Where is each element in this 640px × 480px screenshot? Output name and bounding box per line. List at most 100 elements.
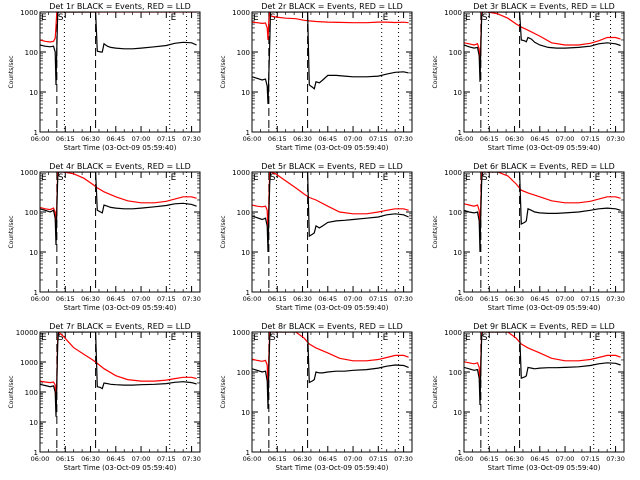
x-tick-label: 06:15 [56,455,75,463]
x-tick-label: 07:00 [132,295,151,303]
event-marker-label: E [465,173,471,183]
plot-frame [251,11,413,133]
event-marker-label: E [383,13,389,23]
x-tick-label: 07:30 [606,455,625,463]
panel-det-7: Det 7r BLACK = Events, RED = LLD Counts/s… [8,322,201,472]
x-tick-label: 06:15 [268,455,287,463]
plot-frame [39,11,201,133]
panel-title: Det 8r BLACK = Events, RED = LLD [261,322,403,331]
event-marker-label: E [41,333,47,343]
event-marker-label: E [171,173,177,183]
x-tick-label: 07:30 [394,135,413,143]
y-tick-label: 1 [246,129,250,137]
plot-frame [463,331,625,453]
event-marker-label: S [270,173,276,183]
y-axis-label: Counts/sec [8,375,15,408]
x-tick-label: 07:15 [581,455,600,463]
y-tick-label: 100 [449,369,462,377]
panel-title: Det 4r BLACK = Events, RED = LLD [49,162,191,171]
x-tick-label: 07:15 [157,135,176,143]
y-tick-label: 100 [25,49,38,57]
x-tick-label: 06:00 [243,135,262,143]
y-tick-label: 1 [34,449,38,457]
x-tick-label: 07:00 [556,295,575,303]
y-tick-label: 1 [246,289,250,297]
x-tick-label: 07:00 [344,135,363,143]
x-tick-label: 06:30 [293,135,312,143]
y-axis-label: Counts/sec [432,55,439,88]
series-line-events [40,172,197,246]
panel-det-3: Det 3r BLACK = Events, RED = LLD Counts/s… [432,2,625,152]
x-tick-label: 06:45 [318,295,337,303]
x-axis-label: Start Time (03-Oct-09 05:59:40) [276,144,389,152]
panel-title: Det 9r BLACK = Events, RED = LLD [473,322,615,331]
y-tick-label: 1 [34,289,38,297]
event-marker-label: S [270,333,276,343]
y-axis-label: Counts/sec [220,55,227,88]
panel-title: Det 7r BLACK = Events, RED = LLD [49,322,191,331]
x-axis-label: Start Time (03-Oct-09 05:59:40) [276,304,389,312]
x-tick-label: 06:30 [81,135,100,143]
event-marker-label: E [171,13,177,23]
x-axis-label: Start Time (03-Oct-09 05:59:40) [488,304,601,312]
x-tick-label: 06:30 [81,455,100,463]
x-tick-label: 06:15 [480,455,499,463]
x-axis-label: Start Time (03-Oct-09 05:59:40) [276,464,389,472]
event-marker-label: S [58,333,64,343]
panel-det-4: Det 4r BLACK = Events, RED = LLD Counts/s… [8,162,201,312]
x-tick-label: 06:30 [505,135,524,143]
event-marker-label: S [482,13,488,23]
event-marker-label: E [383,333,389,343]
x-tick-label: 07:30 [182,295,201,303]
x-tick-label: 06:15 [480,295,499,303]
x-tick-label: 07:30 [182,455,201,463]
x-tick-label: 07:15 [157,295,176,303]
series-line-lld [464,12,621,73]
y-tick-label: 100 [237,369,250,377]
y-axis-label: Counts/sec [8,55,15,88]
x-tick-label: 06:45 [530,455,549,463]
y-tick-label: 1000 [232,169,250,177]
x-axis-label: Start Time (03-Oct-09 05:59:40) [64,304,177,312]
y-tick-label: 1 [458,129,462,137]
panel-title: Det 3r BLACK = Events, RED = LLD [473,2,615,11]
series-line-events [464,332,621,406]
event-marker-label: S [58,13,64,23]
x-tick-label: 07:15 [157,455,176,463]
panel-det-8: Det 8r BLACK = Events, RED = LLD Counts/s… [220,322,413,472]
x-tick-label: 07:00 [344,295,363,303]
panel-title: Det 5r BLACK = Events, RED = LLD [261,162,403,171]
x-tick-label: 06:45 [106,295,125,303]
series-line-lld [252,332,409,388]
series-line-lld [252,12,409,41]
panel-title: Det 6r BLACK = Events, RED = LLD [473,162,615,171]
x-tick-label: 07:30 [606,135,625,143]
x-tick-label: 06:15 [268,135,287,143]
x-tick-label: 07:00 [556,455,575,463]
y-tick-label: 100 [25,389,38,397]
plot-frame [463,11,625,133]
series-line-events [464,12,621,82]
y-axis-label: Counts/sec [220,375,227,408]
panel-title: Det 1r BLACK = Events, RED = LLD [49,2,191,11]
y-tick-label: 1000 [20,9,38,17]
series-line-lld [464,172,621,233]
x-tick-label: 06:30 [505,455,524,463]
y-tick-label: 100 [449,49,462,57]
x-tick-label: 06:00 [455,135,474,143]
y-tick-label: 1000 [232,329,250,337]
series-line-events [40,332,197,417]
y-axis-label: Counts/sec [432,215,439,248]
x-tick-label: 06:45 [530,295,549,303]
y-axis-label: Counts/sec [432,375,439,408]
series-line-lld [252,172,409,233]
x-tick-label: 06:00 [455,295,474,303]
x-tick-label: 07:00 [556,135,575,143]
x-tick-label: 06:45 [530,135,549,143]
x-tick-label: 07:15 [581,295,600,303]
event-marker-label: E [253,13,259,23]
x-tick-label: 06:15 [268,295,287,303]
x-tick-label: 06:30 [505,295,524,303]
panel-det-5: Det 5r BLACK = Events, RED = LLD Counts/s… [220,162,413,312]
